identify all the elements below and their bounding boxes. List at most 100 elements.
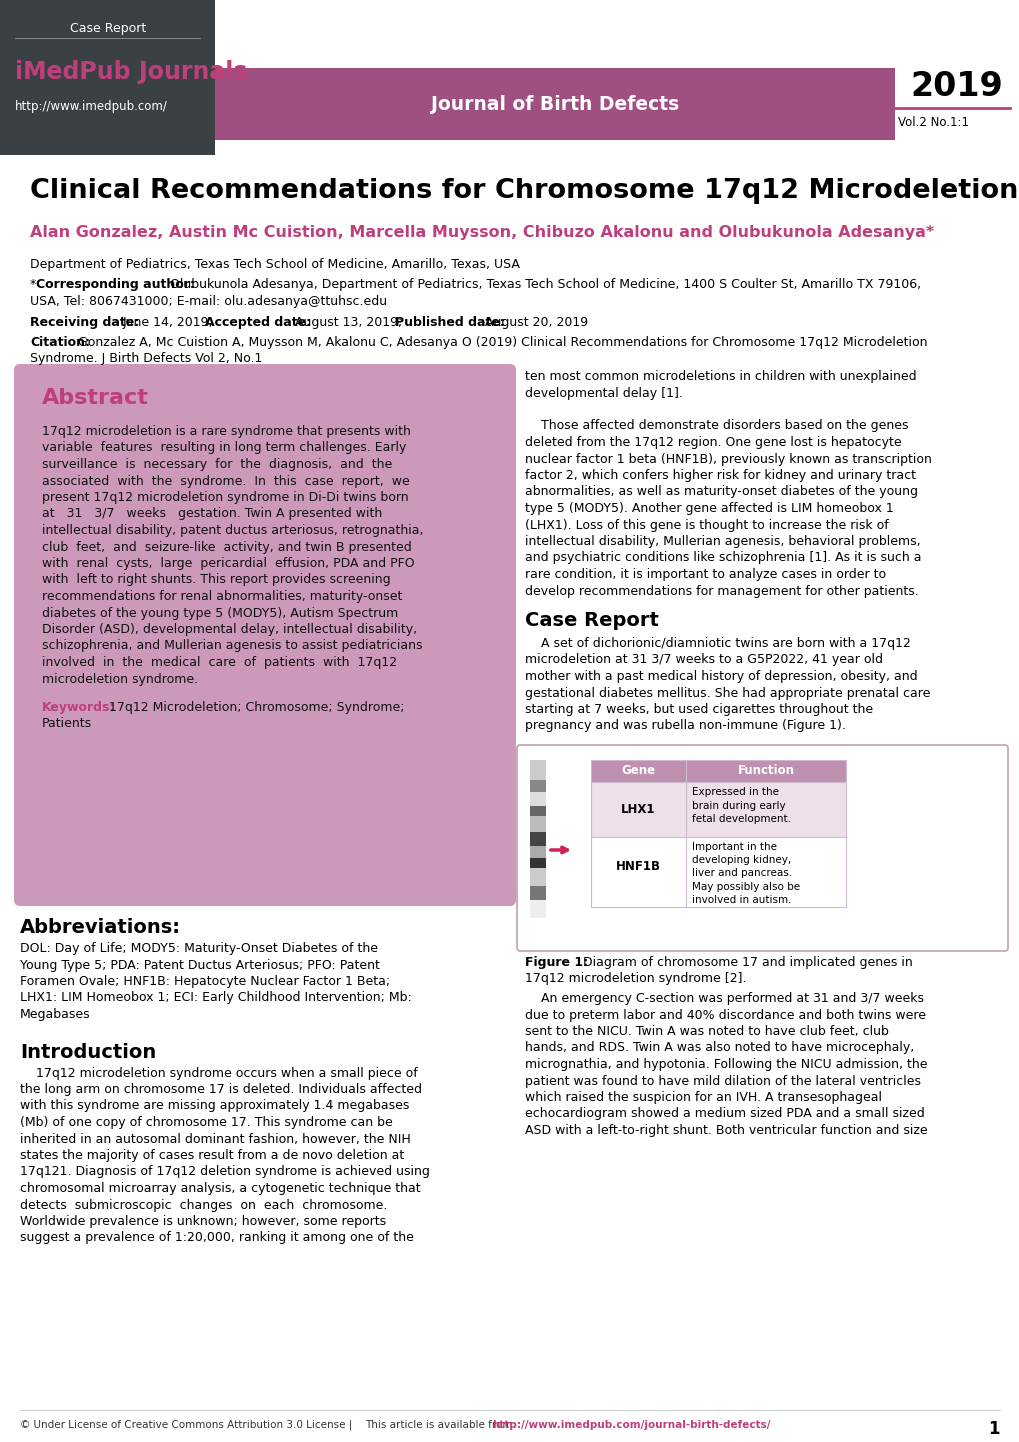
Text: Corresponding author:: Corresponding author:	[36, 278, 195, 291]
Bar	[590, 782, 845, 836]
Text: 17q12 microdeletion is a rare syndrome that presents with: 17q12 microdeletion is a rare syndrome t…	[42, 425, 411, 438]
Text: develop recommendations for management for other patients.: develop recommendations for management f…	[525, 584, 918, 597]
Text: Published date:: Published date:	[394, 316, 504, 329]
Text: pregnancy and was rubella non-immune (Figure 1).: pregnancy and was rubella non-immune (Fi…	[525, 720, 845, 733]
Bar	[530, 792, 545, 806]
Text: echocardiogram showed a medium sized PDA and a small sized: echocardiogram showed a medium sized PDA…	[525, 1107, 924, 1120]
Text: factor 2, which confers higher risk for kidney and urinary tract: factor 2, which confers higher risk for …	[525, 469, 915, 482]
Bar	[530, 780, 545, 792]
Text: Case Report: Case Report	[70, 22, 146, 35]
Text: and psychiatric conditions like schizophrenia [1]. As it is such a: and psychiatric conditions like schizoph…	[525, 551, 920, 564]
Text: (LHX1). Loss of this gene is thought to increase the risk of: (LHX1). Loss of this gene is thought to …	[525, 519, 888, 532]
Text: Function: Function	[737, 764, 794, 777]
Text: intellectual disability, Mullerian agenesis, behavioral problems,: intellectual disability, Mullerian agene…	[525, 535, 920, 548]
Text: states the majority of cases result from a de novo deletion at: states the majority of cases result from…	[20, 1149, 404, 1162]
Text: Gonzalez A, Mc Cuistion A, Muysson M, Akalonu C, Adesanya O (2019) Clinical Reco: Gonzalez A, Mc Cuistion A, Muysson M, Ak…	[77, 336, 926, 349]
Text: inherited in an autosomal dominant fashion, however, the NIH: inherited in an autosomal dominant fashi…	[20, 1132, 411, 1145]
Text: Syndrome. J Birth Defects Vol 2, No.1: Syndrome. J Birth Defects Vol 2, No.1	[30, 352, 262, 365]
Text: gestational diabetes mellitus. She had appropriate prenatal care: gestational diabetes mellitus. She had a…	[525, 686, 929, 699]
Text: involved  in  the  medical  care  of  patients  with  17q12: involved in the medical care of patients…	[42, 656, 396, 669]
Text: with  renal  cysts,  large  pericardial  effusion, PDA and PFO: with renal cysts, large pericardial effu…	[42, 557, 414, 570]
Text: present 17q12 microdeletion syndrome in Di-Di twins born: present 17q12 microdeletion syndrome in …	[42, 490, 409, 505]
Text: June 14, 2019;: June 14, 2019;	[123, 316, 214, 329]
Text: LHX1: LIM Homeobox 1; ECI: Early Childhood Intervention; Mb:: LHX1: LIM Homeobox 1; ECI: Early Childho…	[20, 992, 412, 1005]
Bar	[530, 806, 545, 816]
Text: the long arm on chromosome 17 is deleted. Individuals affected: the long arm on chromosome 17 is deleted…	[20, 1083, 422, 1096]
Text: Important in the
developing kidney,
liver and pancreas.
May possibly also be
inv: Important in the developing kidney, live…	[691, 842, 799, 904]
Text: Receiving date:: Receiving date:	[30, 316, 140, 329]
Text: micrognathia, and hypotonia. Following the NICU admission, the: micrognathia, and hypotonia. Following t…	[525, 1058, 926, 1071]
Text: club  feet,  and  seizure-like  activity, and twin B presented: club feet, and seizure-like activity, an…	[42, 541, 412, 554]
Text: (Mb) of one copy of chromosome 17. This syndrome can be: (Mb) of one copy of chromosome 17. This …	[20, 1116, 392, 1129]
Text: abnormalities, as well as maturity-onset diabetes of the young: abnormalities, as well as maturity-onset…	[525, 486, 917, 499]
Text: 17q12 microdeletion syndrome [2].: 17q12 microdeletion syndrome [2].	[525, 972, 746, 985]
Text: developmental delay [1].: developmental delay [1].	[525, 386, 682, 399]
Bar	[530, 868, 545, 885]
Bar	[530, 816, 545, 832]
Text: Diagram of chromosome 17 and implicated genes in: Diagram of chromosome 17 and implicated …	[583, 956, 912, 969]
Text: recommendations for renal abnormalities, maturity-onset: recommendations for renal abnormalities,…	[42, 590, 401, 603]
Text: chromosomal microarray analysis, a cytogenetic technique that: chromosomal microarray analysis, a cytog…	[20, 1182, 420, 1195]
Text: Keywords:: Keywords:	[42, 701, 115, 714]
Text: Young Type 5; PDA: Patent Ductus Arteriosus; PFO: Patent: Young Type 5; PDA: Patent Ductus Arterio…	[20, 959, 379, 972]
Text: Disorder (ASD), developmental delay, intellectual disability,: Disorder (ASD), developmental delay, int…	[42, 623, 417, 636]
Text: Those affected demonstrate disorders based on the genes: Those affected demonstrate disorders bas…	[525, 420, 908, 433]
FancyBboxPatch shape	[14, 363, 516, 906]
Text: with  left to right shunts. This report provides screening: with left to right shunts. This report p…	[42, 574, 390, 587]
Text: diabetes of the young type 5 (MODY5), Autism Spectrum: diabetes of the young type 5 (MODY5), Au…	[42, 607, 397, 620]
Text: surveillance  is  necessary  for  the  diagnosis,  and  the: surveillance is necessary for the diagno…	[42, 459, 392, 472]
Text: Introduction: Introduction	[20, 1043, 156, 1061]
Text: deleted from the 17q12 region. One gene lost is hepatocyte: deleted from the 17q12 region. One gene …	[525, 435, 901, 448]
Bar	[0, 0, 215, 154]
Text: August 20, 2019: August 20, 2019	[484, 316, 588, 329]
Text: http://www.imedpub.com/journal-birth-defects/: http://www.imedpub.com/journal-birth-def…	[491, 1420, 769, 1430]
Bar	[215, 68, 894, 140]
Text: Foramen Ovale; HNF1B: Hepatocyte Nuclear Factor 1 Beta;: Foramen Ovale; HNF1B: Hepatocyte Nuclear…	[20, 975, 389, 988]
Text: microdeletion syndrome.: microdeletion syndrome.	[42, 672, 198, 685]
Text: ASD with a left-to-right shunt. Both ventricular function and size: ASD with a left-to-right shunt. Both ven…	[525, 1123, 926, 1136]
Text: suggest a prevalence of 1:20,000, ranking it among one of the: suggest a prevalence of 1:20,000, rankin…	[20, 1231, 414, 1244]
Bar	[530, 900, 545, 919]
Text: A set of dichorionic/diamniotic twins are born with a 17q12: A set of dichorionic/diamniotic twins ar…	[525, 637, 910, 650]
Bar	[530, 832, 545, 846]
Text: nuclear factor 1 beta (HNF1B), previously known as transcription: nuclear factor 1 beta (HNF1B), previousl…	[525, 453, 931, 466]
Text: Accepted date:: Accepted date:	[205, 316, 311, 329]
Text: DOL: Day of Life; MODY5: Maturity-Onset Diabetes of the: DOL: Day of Life; MODY5: Maturity-Onset …	[20, 942, 378, 955]
Text: Megabases: Megabases	[20, 1008, 91, 1021]
Text: which raised the suspicion for an IVH. A transesophageal: which raised the suspicion for an IVH. A…	[525, 1092, 881, 1105]
Text: patient was found to have mild dilation of the lateral ventricles: patient was found to have mild dilation …	[525, 1074, 920, 1087]
Text: Citation:: Citation:	[30, 336, 90, 349]
Text: Patients: Patients	[42, 717, 92, 730]
Text: starting at 7 weeks, but used cigarettes throughout the: starting at 7 weeks, but used cigarettes…	[525, 704, 872, 717]
Text: Olubukunola Adesanya, Department of Pediatrics, Texas Tech School of Medicine, 1: Olubukunola Adesanya, Department of Pedi…	[170, 278, 920, 291]
Text: 17q121. Diagnosis of 17q12 deletion syndrome is achieved using: 17q121. Diagnosis of 17q12 deletion synd…	[20, 1165, 429, 1178]
Text: August 13, 2019;: August 13, 2019;	[294, 316, 401, 329]
Bar	[530, 858, 545, 868]
Text: Gene: Gene	[621, 764, 655, 777]
Text: variable  features  resulting in long term challenges. Early: variable features resulting in long term…	[42, 441, 406, 454]
Text: 1: 1	[987, 1420, 999, 1438]
Bar	[590, 836, 845, 907]
Text: 2019: 2019	[909, 71, 1002, 102]
Text: detects  submicroscopic  changes  on  each  chromosome.: detects submicroscopic changes on each c…	[20, 1198, 387, 1211]
Text: associated  with  the  syndrome.  In  this  case  report,  we: associated with the syndrome. In this ca…	[42, 474, 410, 487]
Text: schizophrenia, and Mullerian agenesis to assist pediatricians: schizophrenia, and Mullerian agenesis to…	[42, 639, 422, 652]
Text: An emergency C-section was performed at 31 and 3/7 weeks: An emergency C-section was performed at …	[525, 992, 923, 1005]
Text: *: *	[30, 278, 37, 291]
Text: type 5 (MODY5). Another gene affected is LIM homeobox 1: type 5 (MODY5). Another gene affected is…	[525, 502, 893, 515]
Text: USA, Tel: 8067431000; E-mail: olu.adesanya@ttuhsc.edu: USA, Tel: 8067431000; E-mail: olu.adesan…	[30, 296, 387, 309]
Text: intellectual disability, patent ductus arteriosus, retrognathia,: intellectual disability, patent ductus a…	[42, 523, 423, 536]
Text: iMedPub Journals: iMedPub Journals	[15, 61, 248, 84]
Text: Expressed in the
brain during early
fetal development.: Expressed in the brain during early feta…	[691, 787, 790, 825]
Text: rare condition, it is important to analyze cases in order to: rare condition, it is important to analy…	[525, 568, 886, 581]
Bar	[530, 846, 545, 858]
Bar	[530, 760, 545, 780]
Text: at   31   3/7   weeks   gestation. Twin A presented with: at 31 3/7 weeks gestation. Twin A presen…	[42, 508, 382, 521]
Text: microdeletion at 31 3/7 weeks to a G5P2022, 41 year old: microdeletion at 31 3/7 weeks to a G5P20…	[525, 653, 882, 666]
Text: Case Report: Case Report	[525, 611, 658, 630]
Text: mother with a past medical history of depression, obesity, and: mother with a past medical history of de…	[525, 671, 917, 684]
Text: Figure 1:: Figure 1:	[525, 956, 588, 969]
Bar	[530, 885, 545, 900]
Text: due to preterm labor and 40% discordance and both twins were: due to preterm labor and 40% discordance…	[525, 1008, 925, 1021]
Text: sent to the NICU. Twin A was noted to have club feet, club: sent to the NICU. Twin A was noted to ha…	[525, 1025, 888, 1038]
